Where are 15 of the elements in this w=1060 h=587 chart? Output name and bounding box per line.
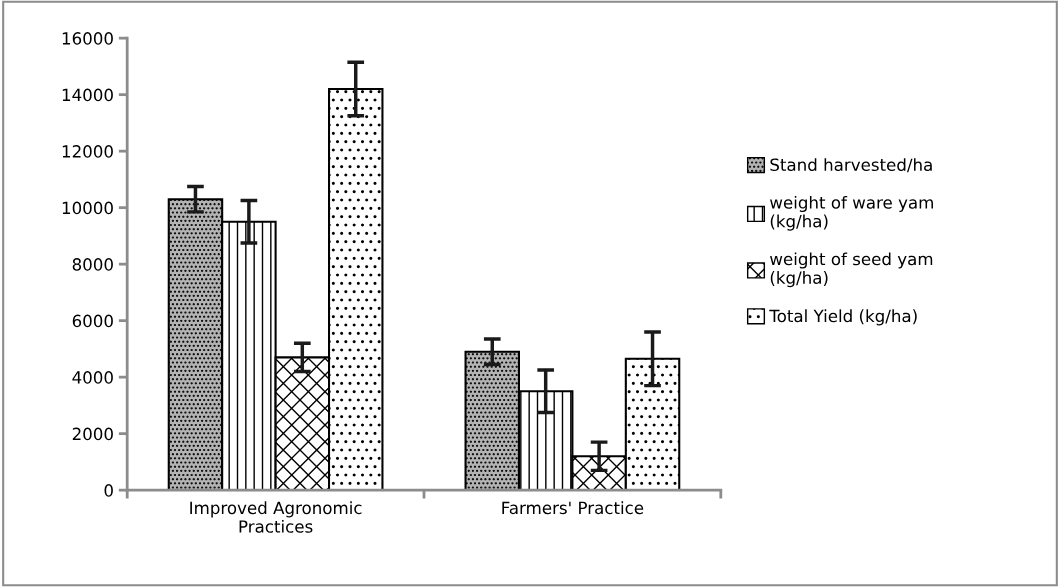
legend-label: Total Yield (kg/ha) [769, 309, 917, 326]
legend-label: weight of ware yam (kg/ha) [770, 195, 933, 231]
x-tick-label: Farmers' Practice [502, 501, 644, 515]
y-tick-label: 4000 [72, 371, 113, 384]
y-tick-label: 6000 [72, 314, 113, 328]
y-tick-label: 16000 [62, 32, 113, 45]
x-tick-label: Improved Agronomic Practices [190, 501, 362, 533]
y-tick-label: 14000 [62, 88, 113, 102]
y-tick-label: 8000 [72, 258, 113, 271]
y-tick-label: 0 [104, 484, 113, 497]
legend-label: Stand harvested/ha [770, 158, 932, 173]
y-tick-label: 10000 [62, 201, 113, 215]
y-tick-label: 12000 [62, 145, 113, 158]
legend-label: weight of seed yam (kg/ha) [770, 252, 933, 288]
y-tick-label: 2000 [72, 427, 113, 441]
